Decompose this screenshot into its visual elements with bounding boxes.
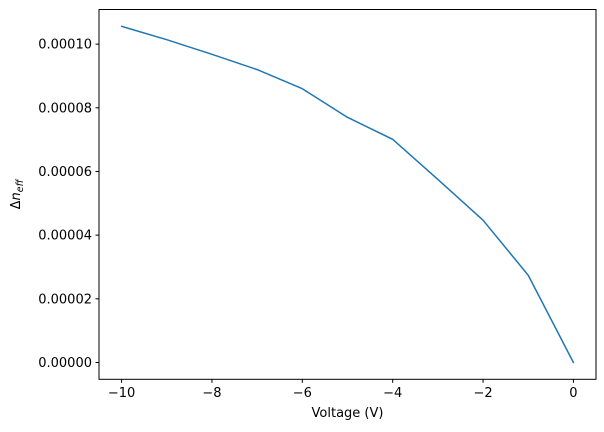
y-axis-label-delta: Δ <box>9 200 24 209</box>
y-tick-label: 0.00010 <box>38 38 92 53</box>
y-tick-label: 0.00004 <box>38 229 92 244</box>
x-tick-label: 0 <box>569 386 577 401</box>
x-tick-label: −4 <box>383 386 402 401</box>
x-tick-label: −10 <box>108 386 135 401</box>
plot-area: −10 −8 −6 −4 −2 0 0.00000 0.00002 0.00004 0.00006… <box>38 9 597 401</box>
x-tick-label: −8 <box>202 386 221 401</box>
y-tick-label: 0.00000 <box>38 356 92 371</box>
x-tick-label: −2 <box>473 386 492 401</box>
y-tick-label: 0.00006 <box>38 165 92 180</box>
y-tick-label: 0.00002 <box>38 292 92 307</box>
plot-border <box>98 9 597 380</box>
y-axis-label-subscript: eff <box>15 178 26 192</box>
y-tick-label: 0.00008 <box>38 101 92 116</box>
data-line <box>120 25 575 364</box>
x-tick-label: −6 <box>293 386 312 401</box>
y-axis-label-n: n <box>9 192 24 200</box>
x-axis-label: Voltage (V) <box>312 406 384 421</box>
y-axis-label: Δneff <box>9 178 26 209</box>
